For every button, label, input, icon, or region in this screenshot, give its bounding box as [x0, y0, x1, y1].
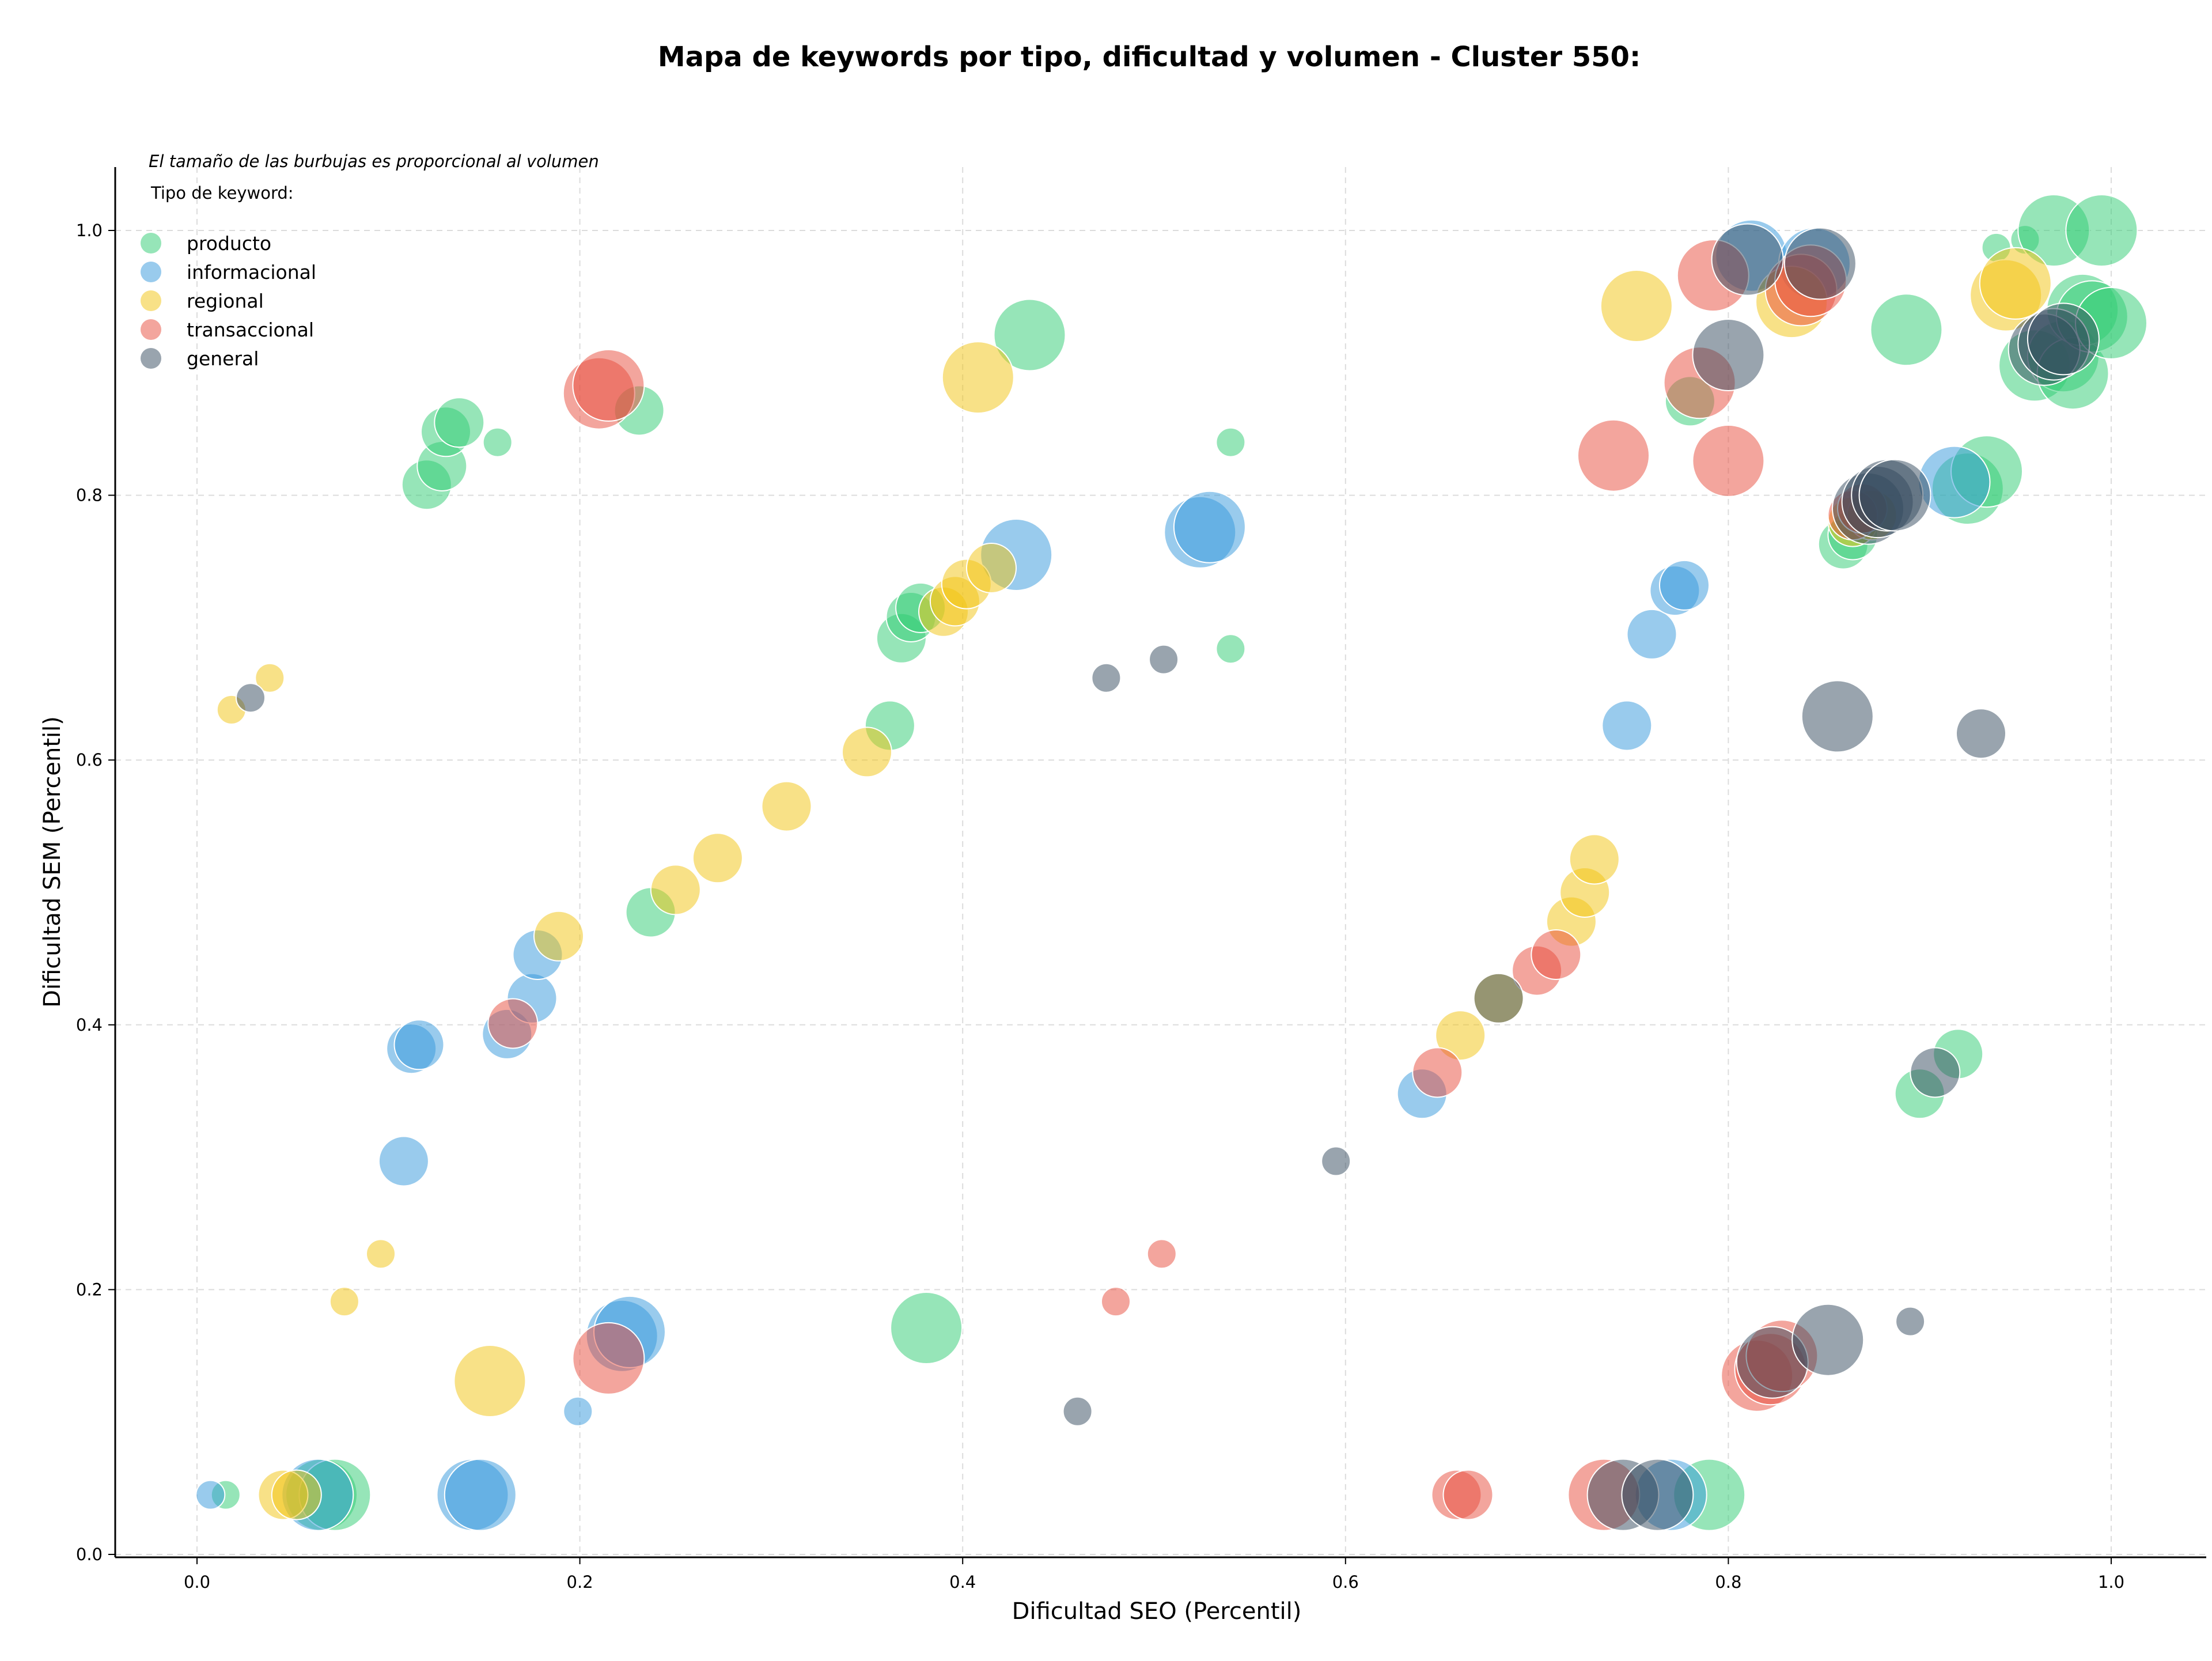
bubble-regional [329, 1287, 359, 1317]
y-tick-label: 1.0 [76, 221, 103, 240]
bubble-transaccional [572, 349, 645, 422]
y-tick-label: 0.0 [76, 1545, 103, 1564]
bubble-transaccional [1442, 1469, 1494, 1520]
y-tick-label: 0.4 [76, 1015, 103, 1035]
ticks: 0.0 0.2 0.4 0.6 0.8 1.0 0.0 0.2 0.4 0.6 0.8 1.0 [76, 221, 2124, 1592]
legend-marker-transaccional [141, 319, 161, 340]
bubble-transaccional [1101, 1287, 1131, 1317]
bubble-regional [366, 1239, 396, 1269]
bubble-regional [761, 781, 812, 832]
bubble-producto [434, 397, 485, 448]
bubble-general [1783, 227, 1857, 300]
bubble-regional [941, 341, 1014, 414]
grid [115, 167, 2206, 1557]
x-tick-label: 0.2 [567, 1572, 593, 1592]
x-axis-label: Dificultad SEO (Percentil) [1012, 1598, 1302, 1625]
bubble-informacional [393, 1019, 445, 1070]
bubble-regional [271, 1469, 322, 1520]
legend-marker-regional [141, 290, 161, 311]
bubble-informacional [1173, 490, 1246, 563]
bubble-general [1910, 1047, 1961, 1098]
bubble-regional [1435, 1010, 1486, 1061]
y-tick-label: 0.6 [76, 750, 103, 770]
x-tick-label: 0.8 [1715, 1572, 1741, 1592]
bubble-general [1692, 319, 1765, 391]
legend: El tamaño de las burbujas es proporciona… [141, 152, 599, 370]
bubble-producto [1215, 634, 1246, 664]
bubble-general [1791, 1303, 1865, 1376]
bubble-regional [650, 864, 701, 915]
bubble-transaccional [1412, 1047, 1463, 1098]
legend-label-transaccional: transaccional [187, 319, 314, 341]
legend-label-producto: producto [187, 232, 271, 255]
legend-title: Tipo de keyword: [150, 183, 294, 203]
bubble-regional [533, 910, 584, 962]
y-tick-label: 0.8 [76, 486, 103, 505]
bubble-general [1321, 1146, 1351, 1176]
bubble-general [236, 683, 266, 713]
bubble-general [1956, 708, 2006, 759]
bubble-regional [692, 833, 743, 884]
bubble-transaccional [1146, 1239, 1177, 1269]
bubble-general [1091, 663, 1122, 693]
bubble-regional [966, 543, 1017, 593]
bubble-producto [1215, 427, 1246, 457]
bubble-regional [255, 663, 285, 693]
legend-marker-producto [141, 233, 161, 253]
bubble-regional [842, 727, 892, 778]
bubble-transaccional [1531, 929, 1582, 980]
bubble-transaccional [487, 998, 539, 1049]
bubble-regional [1979, 247, 2052, 320]
bubble-informacional [195, 1480, 226, 1510]
x-tick-label: 0.0 [184, 1572, 210, 1592]
bubble-informacional [563, 1396, 593, 1427]
bubble-general [1711, 223, 1784, 296]
bubble-general [2027, 302, 2100, 376]
bubble-producto [482, 427, 513, 457]
bubble-general [1473, 973, 1524, 1024]
bubble-transaccional [572, 1322, 645, 1395]
legend-label-general: general [187, 347, 259, 370]
legend-label-regional: regional [187, 290, 264, 312]
data-points [195, 194, 2147, 1531]
bubble-informacional [444, 1458, 517, 1531]
bubble-producto [1870, 293, 1943, 366]
bubble-general [1621, 1458, 1694, 1531]
bubble-size-note: El tamaño de las burbujas es proporciona… [149, 152, 599, 171]
legend-label-informacional: informacional [187, 261, 316, 283]
legend-marker-informacional [141, 262, 161, 282]
y-tick-label: 0.2 [76, 1280, 103, 1299]
bubble-informacional [1601, 700, 1653, 751]
legend-marker-general [141, 348, 161, 369]
bubble-general [1858, 459, 1931, 532]
bubble-general [1801, 680, 1874, 753]
bubble-producto [2065, 194, 2138, 267]
bubble-regional [453, 1345, 527, 1417]
bubble-transaccional [1692, 424, 1765, 497]
bubble-regional [1600, 270, 1673, 342]
bubble-general [1149, 644, 1179, 675]
axes [114, 167, 2206, 1558]
bubble-transaccional [1577, 419, 1650, 492]
bubble-informacional [1626, 608, 1677, 660]
bubble-producto [993, 298, 1066, 372]
x-tick-label: 1.0 [2098, 1572, 2124, 1592]
x-tick-label: 0.4 [949, 1572, 976, 1592]
bubble-general [1062, 1396, 1093, 1427]
bubble-informacional [1659, 559, 1710, 611]
bubble-regional [1569, 834, 1620, 885]
chart-title: Mapa de keywords por tipo, dificultad y … [658, 41, 1641, 73]
bubble-producto [890, 1292, 963, 1364]
x-tick-label: 0.6 [1332, 1572, 1359, 1592]
bubble-informacional [378, 1136, 429, 1187]
y-axis-label: Dificultad SEM (Percentil) [39, 716, 66, 1008]
bubble-general [1895, 1306, 1926, 1337]
